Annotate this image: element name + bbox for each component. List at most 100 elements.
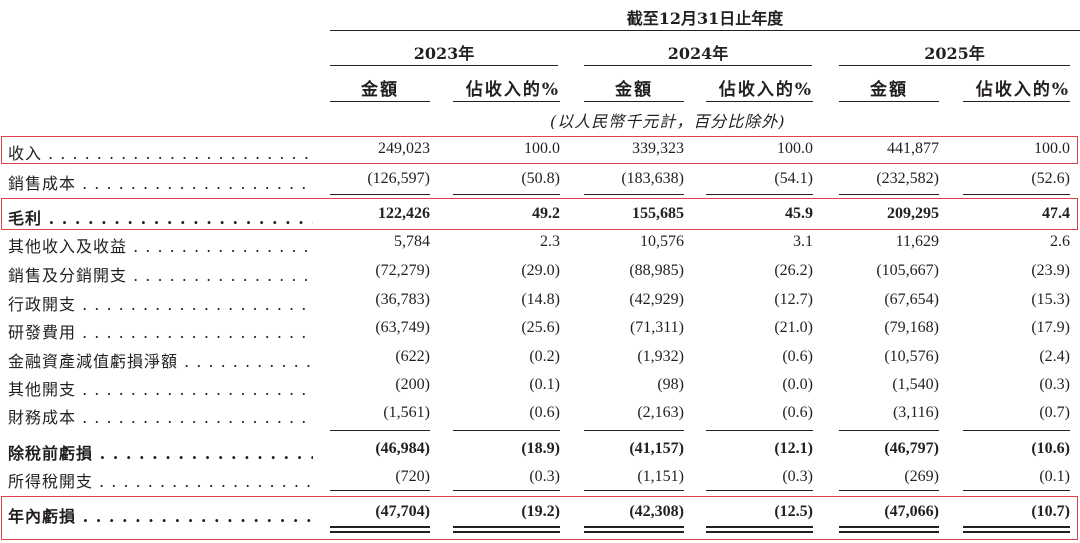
table-cell: 45.9 [785,205,813,222]
table-cell: (2.4) [1039,348,1070,365]
total-double-rule [839,531,939,533]
row-label-text: 其他開支 [8,380,77,399]
subhead-rule-3 [584,101,684,102]
subtotal-rule-loss-6 [963,490,1070,491]
table-cell: (71,311) [629,319,684,336]
subtotal-rule-gross-6 [963,194,1070,195]
table-cell: (18.9) [521,440,560,457]
subtotal-rule-gross-3 [584,194,684,195]
table-cell: (269) [904,468,939,485]
table-cell: 122,426 [378,205,430,222]
table-cell: (1,561) [383,404,430,421]
table-cell: (72,279) [375,262,430,279]
subtotal-rule-loss-1 [330,490,430,491]
row-label-text: 毛利 [8,209,43,228]
table-cell: 155,685 [632,205,684,222]
table-cell: 2.6 [1050,233,1070,250]
highlight-revenue-row [1,136,1078,164]
table-cell: (1,151) [637,468,684,485]
subtotal-rule-gross-4 [706,194,813,195]
total-double-rule [963,526,1070,528]
subtotal-rule-loss-3 [584,490,684,491]
row-label-text: 其他收入及收益 [8,237,128,256]
year-2024-header: 2024年 [667,44,729,63]
table-cell: 100.0 [777,140,813,157]
table-cell: 10,576 [640,233,684,250]
highlight-loss-row [1,496,1078,540]
col-pct-2024: 佔收入的% [718,80,813,100]
leader-dots: . . . . . . . . . . . . . . . . . . . . … [48,209,313,228]
table-cell: (63,749) [375,319,430,336]
table-cell: (1,540) [892,376,939,393]
leader-dots: . . . . . . . . . . . . . . . . . . . . … [82,323,313,342]
subtotal-rule-loss-2 [453,490,560,491]
year-2023-rule [330,65,558,66]
table-cell: (200) [395,376,430,393]
table-cell: (10,576) [884,348,939,365]
table-cell: 100.0 [524,140,560,157]
subhead-rule-5 [839,101,939,102]
table-cell: (52.6) [1031,170,1070,187]
table-cell: (29.0) [521,262,560,279]
leader-dots: . . . . . . . . . . . . . . . . . . . . … [133,237,313,256]
table-cell: (232,582) [876,170,939,187]
table-cell: (12.5) [774,503,813,520]
table-cell: 441,877 [887,140,939,157]
year-2023-header: 2023年 [413,44,475,63]
table-cell: (42,929) [629,291,684,308]
row-label-text: 所得稅開支 [8,472,94,491]
table-cell: (0.2) [529,348,560,365]
leader-dots: . . . . . . . . . . . . . . . . . . . . … [82,380,313,399]
table-cell: (36,783) [375,291,430,308]
subtotal-rule-pbt-3 [584,430,684,431]
col-amount-2025: 金額 [870,80,908,100]
leader-dots: . . . . . . . . . . . . . . . . . . . . … [82,174,313,193]
row-label: 銷售及分銷開支 . . . . . . . . . . . . . . . . … [8,262,313,286]
row-label-text: 研發費用 [8,323,77,342]
table-cell: 5,784 [394,233,430,250]
row-label: 金融資產減值虧損淨額 . . . . . . . . . . . . . . .… [8,348,313,372]
table-cell: (25.6) [521,319,560,336]
subtotal-rule-pbt-6 [963,430,1070,431]
table-cell: (622) [395,348,430,365]
table-cell: (12.7) [774,291,813,308]
subtotal-rule-pbt-1 [330,430,430,431]
table-cell: (1,932) [637,348,684,365]
table-cell: (0.7) [1039,404,1070,421]
table-cell: (0.1) [1039,468,1070,485]
table-cell: (0.6) [782,348,813,365]
table-cell: (79,168) [884,319,939,336]
col-pct-2025: 佔收入的% [975,80,1070,100]
year-2025-header: 2025年 [924,44,985,63]
subhead-rule-4 [706,101,813,102]
row-label: 研發費用 . . . . . . . . . . . . . . . . . .… [8,319,313,343]
table-cell: (105,667) [876,262,939,279]
table-cell: 2.3 [540,233,560,250]
table-cell: (0.6) [782,404,813,421]
total-double-rule [706,526,813,528]
table-cell: (19.2) [521,503,560,520]
table-cell: (0.3) [782,468,813,485]
subhead-rule-2 [453,101,560,102]
table-cell: (17.9) [1031,319,1070,336]
row-label: 毛利 . . . . . . . . . . . . . . . . . . .… [8,205,313,229]
total-double-rule [453,531,560,533]
row-label-text: 年內虧損 [8,507,77,526]
table-cell: (0.0) [782,376,813,393]
highlight-gross-profit-row [1,198,1078,230]
total-double-rule [584,531,684,533]
unit-note: (以人民幣千元計，百分比除外) [550,112,786,131]
table-cell: (2,163) [637,404,684,421]
table-cell: (50.8) [521,170,560,187]
subtotal-rule-gross-5 [839,194,939,195]
total-double-rule [453,526,560,528]
table-cell: (183,638) [621,170,684,187]
table-cell: (0.1) [529,376,560,393]
table-cell: (0.6) [529,404,560,421]
total-double-rule [330,526,430,528]
table-cell: (10.6) [1031,440,1070,457]
table-cell: (46,797) [884,440,939,457]
table-cell: 47.4 [1042,205,1070,222]
table-cell: (21.0) [774,319,813,336]
table-cell: 11,629 [895,233,939,250]
